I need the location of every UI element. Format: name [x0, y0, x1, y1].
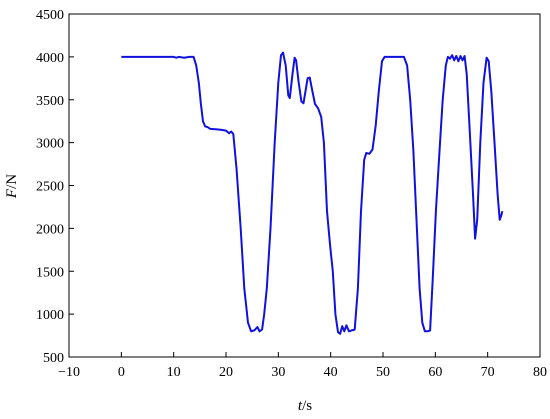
y-tick-label: 3000: [36, 137, 64, 152]
x-tick-label: 40: [324, 365, 338, 380]
x-tick-label: 10: [167, 365, 181, 380]
x-tick-label: −10: [58, 365, 80, 380]
x-tick-label: 60: [428, 365, 442, 380]
x-tick-label: 50: [376, 365, 390, 380]
y-axis-title: F/N: [4, 174, 20, 199]
y-tick-label: 3500: [36, 94, 64, 109]
x-axis-ticks: −10 0 10 20 30 40 50 60 70 80: [58, 352, 547, 380]
y-tick-label: 500: [43, 351, 64, 366]
y-tick-label: 1000: [36, 308, 64, 323]
x-tick-label: 20: [219, 365, 233, 380]
series-line: [121, 51, 504, 335]
x-tick-label: 30: [271, 365, 285, 380]
y-tick-label: 2000: [36, 222, 64, 237]
x-tick-label: 70: [481, 365, 495, 380]
y-tick-label: 1500: [36, 265, 64, 280]
y-tick-label: 4000: [36, 51, 64, 66]
x-tick-label: 80: [533, 365, 547, 380]
y-tick-label: 4500: [36, 8, 64, 23]
y-axis-ticks: 500 1000 1500 2000 2500 3000 3500 4000 4500: [36, 8, 74, 366]
x-tick-label: 0: [118, 365, 125, 380]
plot-frame: [68, 13, 541, 358]
y-tick-label: 2500: [36, 180, 64, 195]
x-axis-title: t/s: [298, 398, 312, 414]
